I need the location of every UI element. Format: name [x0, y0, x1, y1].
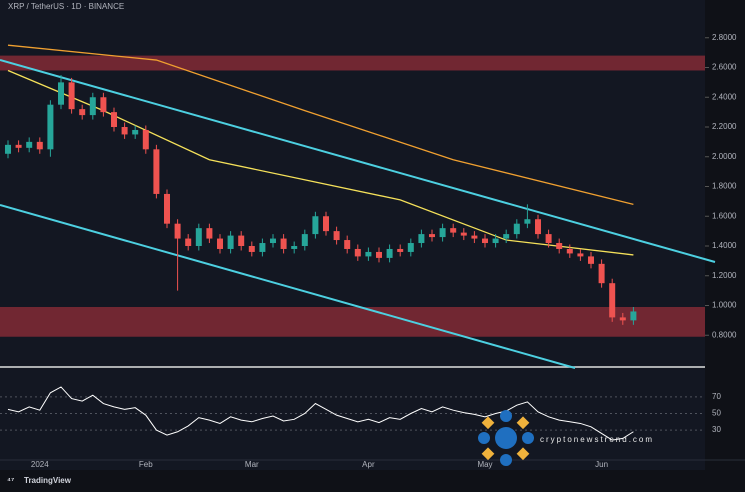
moving-average	[7, 69, 634, 256]
x-tick-label: May	[477, 460, 492, 469]
x-tick-label: Mar	[245, 460, 259, 469]
candle-body	[450, 228, 457, 233]
candle-body	[535, 219, 541, 235]
candle-body	[312, 216, 319, 235]
candle-body	[386, 248, 393, 258]
candle-body	[153, 149, 160, 194]
candle-body	[407, 243, 414, 252]
candle-body	[36, 141, 43, 150]
candle-body	[68, 82, 75, 110]
y-tick-label: 1.2000	[712, 271, 737, 280]
rsi-line	[7, 386, 634, 441]
candle-body	[227, 235, 234, 249]
candle-body	[503, 234, 510, 239]
candle-body	[482, 238, 488, 244]
candle-body	[100, 97, 107, 113]
candle-body	[174, 223, 181, 239]
y-tick-label: 1.6000	[712, 211, 737, 220]
y-tick-label: 2.4000	[712, 92, 737, 101]
candle-body	[26, 141, 33, 148]
candle-body	[121, 127, 128, 135]
candle-body	[15, 144, 22, 148]
brand-logo: ⁴⁷	[7, 476, 14, 485]
zone	[0, 55, 705, 71]
candle-body	[5, 144, 11, 154]
y-tick-label: 1.4000	[712, 241, 737, 250]
candle-body	[280, 238, 287, 249]
y-tick-label: 2.2000	[712, 122, 737, 131]
channel-upper	[0, 59, 716, 263]
candle-body	[418, 234, 425, 244]
candle-body	[291, 246, 298, 249]
zone	[0, 306, 705, 337]
candle-body	[164, 193, 170, 224]
brand: TradingView	[24, 476, 72, 485]
candle-body	[630, 311, 637, 321]
chart-title: XRP / TetherUS · 1D · BINANCE	[8, 2, 124, 11]
rsi-tick-label: 30	[712, 425, 721, 434]
candle-body	[47, 104, 54, 150]
candle-body	[270, 238, 276, 244]
moving-average	[7, 44, 634, 205]
candle-body	[376, 251, 382, 258]
candle-body	[365, 251, 372, 257]
candle-body	[217, 238, 223, 249]
candle-body	[238, 235, 245, 246]
candle-body	[58, 82, 64, 105]
candle-body	[323, 216, 329, 232]
candle-body	[619, 317, 626, 321]
candle-body	[556, 243, 563, 249]
candle-body	[577, 253, 584, 257]
y-tick-label: 0.8000	[712, 330, 737, 339]
candle-body	[354, 248, 361, 257]
candle-body	[142, 129, 149, 150]
candle-body	[344, 240, 351, 249]
x-tick-label: Jun	[595, 460, 608, 469]
candle-body	[439, 228, 446, 238]
y-tick-label: 2.0000	[712, 152, 737, 161]
x-tick-label: 2024	[31, 460, 49, 469]
channel-lower	[0, 204, 576, 369]
candle-body	[333, 231, 340, 241]
candle-body	[248, 246, 255, 252]
candle-body	[588, 256, 594, 264]
candle-body	[609, 283, 616, 318]
candle-body	[513, 223, 520, 235]
candle-body	[598, 263, 605, 284]
candle-body	[301, 234, 308, 246]
watermark: cryptonewstrend.com	[540, 435, 654, 444]
y-tick-label: 2.8000	[712, 33, 737, 42]
candle-body	[259, 243, 266, 252]
candle-body	[111, 112, 117, 127]
candle-body	[206, 228, 213, 239]
candle-body	[132, 129, 139, 135]
price-axis	[705, 0, 745, 470]
footer	[0, 470, 745, 492]
candle-body	[79, 109, 86, 116]
candle-body	[545, 234, 552, 244]
rsi-tick-label: 50	[712, 409, 721, 418]
candle-body	[429, 234, 435, 238]
x-tick-label: Feb	[139, 460, 153, 469]
candle-body	[397, 248, 404, 252]
candle-body	[492, 238, 499, 244]
candle-body	[460, 232, 467, 236]
candle-body	[89, 97, 96, 116]
y-tick-label: 1.8000	[712, 182, 737, 191]
x-tick-label: Apr	[362, 460, 375, 469]
rsi-tick-label: 70	[712, 392, 721, 401]
candle-body	[195, 228, 202, 246]
candle-body	[185, 238, 192, 246]
candle-body	[471, 235, 478, 239]
y-tick-label: 1.0000	[712, 301, 737, 310]
candle-body	[566, 248, 573, 254]
candle-body	[524, 219, 531, 224]
y-tick-label: 2.6000	[712, 63, 737, 72]
